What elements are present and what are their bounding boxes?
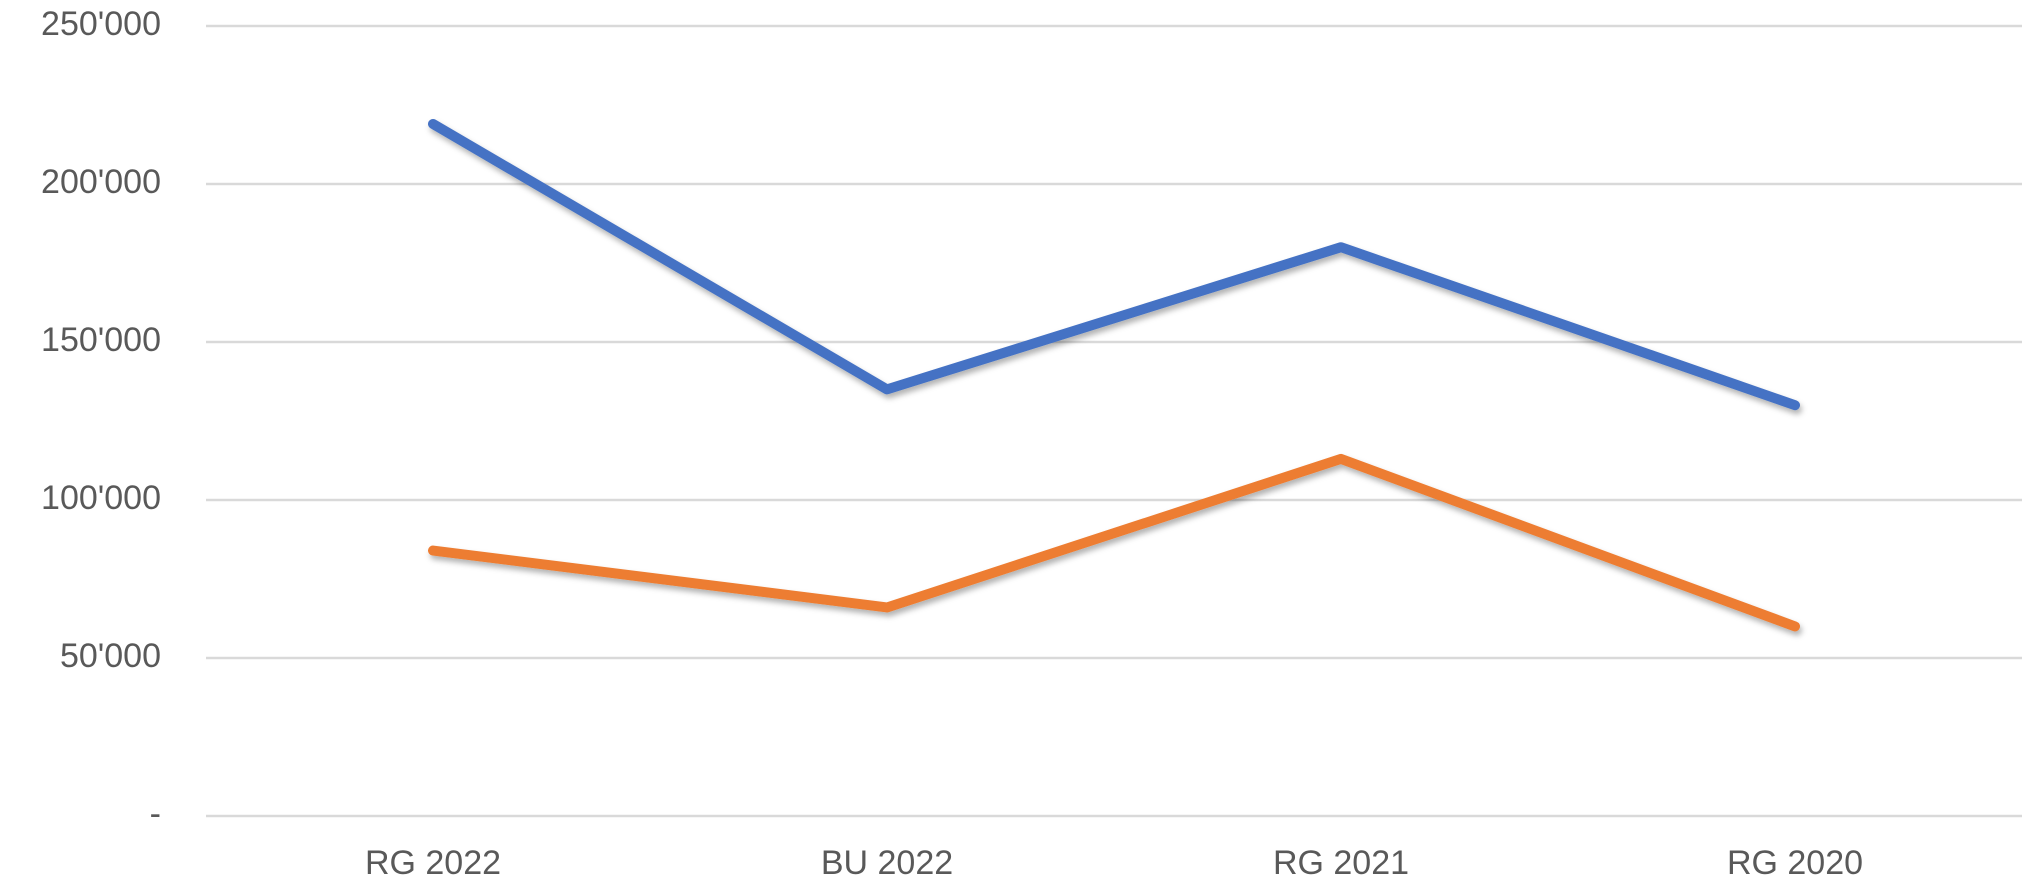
y-tick-label: 200'000 [41,163,161,201]
x-tick-label: BU 2022 [821,844,953,882]
series-line [428,453,1800,632]
y-tick-label: 100'000 [41,479,161,517]
y-tick-label: 250'000 [41,5,161,43]
x-tick-label: RG 2022 [365,844,501,882]
series-line [428,118,1800,411]
x-tick-label: RG 2021 [1273,844,1409,882]
y-tick-label: 150'000 [41,321,161,359]
y-tick-label: - [150,795,161,833]
x-tick-label: RG 2020 [1727,844,1863,882]
y-tick-label: 50'000 [60,637,161,675]
